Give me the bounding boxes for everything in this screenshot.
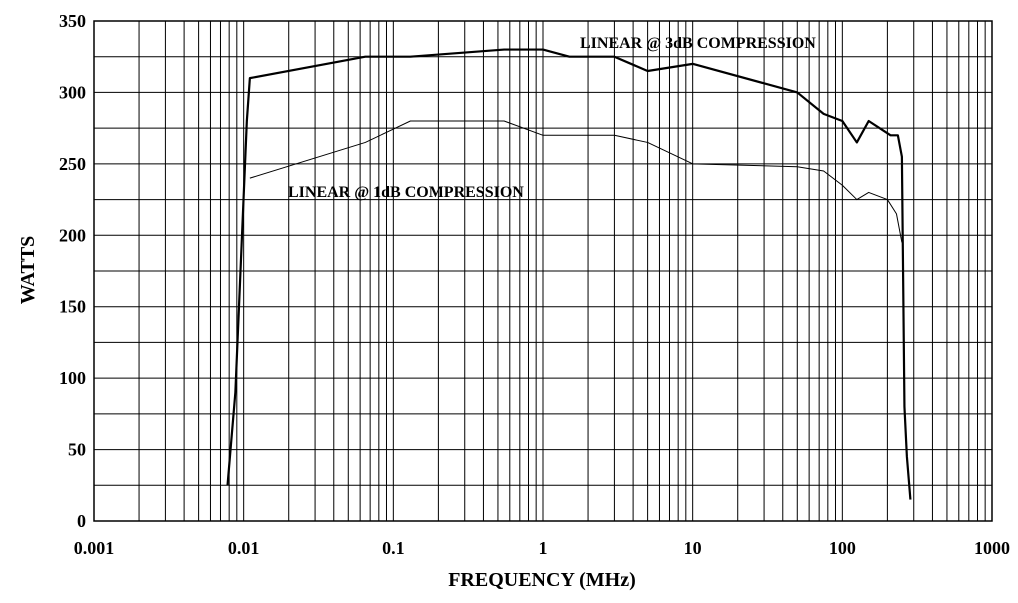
y-tick-labels: 0 50 100 150 200 250 300 350 xyxy=(59,11,86,531)
y-tick-label: 0 xyxy=(77,511,86,531)
y-tick-label: 200 xyxy=(59,225,86,245)
y-axis-label: WATTS xyxy=(17,236,39,305)
y-tick-label: 350 xyxy=(59,11,86,31)
series-lines xyxy=(226,48,912,500)
y-tick-label: 100 xyxy=(59,368,86,388)
series-line-1db-compression xyxy=(249,120,903,243)
series-line-3db-compression xyxy=(226,48,912,500)
annotation-1db-compression: LINEAR @ 1dB COMPRESSION xyxy=(288,184,524,201)
x-tick-label: 1000 xyxy=(974,538,1010,558)
y-tick-label: 150 xyxy=(59,297,86,317)
x-tick-label: 1 xyxy=(539,538,548,558)
x-axis-label: FREQUENCY (MHz) xyxy=(448,569,636,591)
annotation-3db-compression: LINEAR @ 3dB COMPRESSION xyxy=(580,35,816,52)
y-tick-label: 50 xyxy=(68,440,86,460)
grid xyxy=(93,20,992,522)
x-tick-label: 0.1 xyxy=(382,538,405,558)
x-tick-label: 100 xyxy=(829,538,856,558)
x-tick-label: 10 xyxy=(684,538,702,558)
x-tick-label: 0.001 xyxy=(74,538,115,558)
plot-frame xyxy=(93,20,993,522)
y-tick-label: 250 xyxy=(59,154,86,174)
x-tick-label: 0.01 xyxy=(228,538,260,558)
y-tick-label: 300 xyxy=(59,82,86,102)
x-tick-labels: 0.001 0.01 0.1 1 10 100 1000 xyxy=(74,538,1010,558)
